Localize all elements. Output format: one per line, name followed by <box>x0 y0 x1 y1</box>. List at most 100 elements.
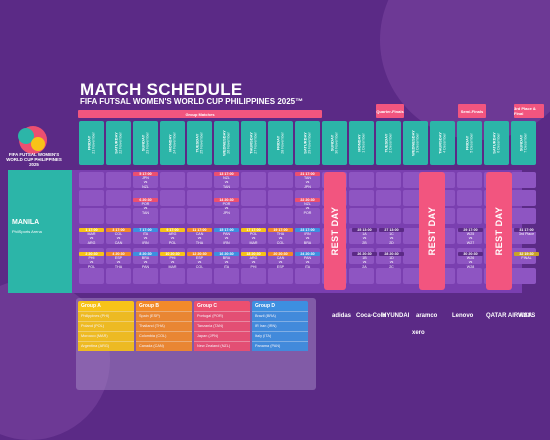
team-b: ARG <box>87 240 96 245</box>
match-24: 24 20:30 PAN vs ITA <box>295 252 320 269</box>
match-number-time: 14 20:30 <box>214 198 239 203</box>
vs-label: vs <box>362 260 367 265</box>
match-number-time: 27 13:00 <box>379 228 404 233</box>
team-a: 3rd Place <box>518 232 535 237</box>
match-number-time: 11 17:00 <box>187 228 212 233</box>
grid-cell <box>511 208 536 224</box>
vs-label: vs <box>224 206 229 211</box>
day-column-11: MONDAY 1 December <box>349 121 374 165</box>
grid-cell <box>457 190 482 206</box>
match-1: 1 17:00 MAR vs ARG <box>79 228 104 245</box>
group-team: Portugal (POR) <box>194 311 250 321</box>
vs-label: vs <box>197 236 202 241</box>
day-name: THURSDAY <box>248 132 254 154</box>
day-name: SATURDAY <box>113 132 119 154</box>
day-column-9: SATURDAY 29 November <box>295 121 320 165</box>
team-b: THA <box>195 240 204 245</box>
sponsor-logo: adidas <box>332 313 352 319</box>
match-18: 18 20:30 ARG vs PHI <box>241 252 266 269</box>
match-number-time: 18 20:30 <box>241 252 266 257</box>
team-b: JPN <box>223 210 230 215</box>
match-number-time: 17 17:00 <box>241 228 266 233</box>
team-a: ARG <box>168 232 177 237</box>
group-team: Argentina (ARG) <box>78 341 134 351</box>
team-a: POL <box>249 232 258 237</box>
grid-cell <box>187 268 212 284</box>
team-a: MAR <box>87 232 96 237</box>
day-column-6: WEDNESDAY 26 November <box>214 121 239 165</box>
grid-cell <box>268 172 293 188</box>
match-26: 26 20:30 1B vs 2A <box>352 252 377 269</box>
day-column-3: SUNDAY 23 November <box>133 121 158 165</box>
day-date: 25 November <box>199 132 204 154</box>
team-b: TAN <box>223 184 230 189</box>
group-team: Morocco (MAR) <box>78 331 134 341</box>
group-heading: Group D <box>252 301 308 311</box>
team-b: COL <box>276 240 285 245</box>
grid-cell <box>106 208 131 224</box>
team-a: CAN <box>276 256 285 261</box>
group-team: Canada (CAN) <box>136 341 192 351</box>
sponsor-logo: QATAR AIRWAYS <box>486 313 536 319</box>
match-number-time: 28 20:30 <box>379 252 404 257</box>
grid-cell <box>376 190 401 206</box>
group-team: Brazil (BRA) <box>252 311 308 321</box>
page-subtitle: FIFA FUTSAL WOMEN'S WORLD CUP PHILIPPINE… <box>80 97 304 106</box>
day-date: 7 December <box>523 133 528 153</box>
match-19: 19 17:00 THA vs COL <box>268 228 293 245</box>
day-date: 22 November <box>118 132 123 154</box>
match-number-time: 21 17:00 <box>295 172 320 177</box>
match-9: 9 17:00 ARG vs POL <box>160 228 185 245</box>
day-column-14: THURSDAY 4 December <box>430 121 455 165</box>
team-b: 2A <box>362 264 367 269</box>
day-date: 27 November <box>253 132 258 154</box>
grid-cell <box>214 268 239 284</box>
group-team: Thailand (THA) <box>136 321 192 331</box>
vs-label: vs <box>224 180 229 185</box>
match-number-time: 19 17:00 <box>268 228 293 233</box>
tournament-logo-icon <box>18 126 47 154</box>
team-b: W27 <box>466 240 475 245</box>
grid-cell <box>160 190 185 206</box>
vs-label: vs <box>143 180 148 185</box>
match-number-time: 3 17:00 <box>106 228 131 233</box>
match-15: 15 17:00 PAN vs IRN <box>214 228 239 245</box>
team-b: 2C <box>389 264 394 269</box>
team-b: JPN <box>304 184 311 189</box>
day-column-4: MONDAY 24 November <box>160 121 185 165</box>
grid-cell <box>106 268 131 284</box>
match-12: 12 20:30 ESP vs COL <box>187 252 212 269</box>
match-number-time: 32 19:30 <box>514 252 539 257</box>
match-28: 28 20:30 1D vs 2C <box>379 252 404 269</box>
day-date: 26 November <box>226 132 231 154</box>
group-team: Poland (POL) <box>78 321 134 331</box>
day-name: TUESDAY <box>194 133 200 153</box>
logo-text: FIFA FUTSAL WOMEN'S WORLD CUP PHILIPPINE… <box>6 152 62 167</box>
team-a: PHI <box>88 256 95 261</box>
match-number-time: 15 17:00 <box>214 228 239 233</box>
grid-cell <box>187 190 212 206</box>
group-d-box: Group D Brazil (BRA) IR Iran (IRN) Italy (I… <box>252 301 308 386</box>
stage-final: 3rd Place & Final <box>514 104 544 118</box>
venue-block <box>8 170 72 293</box>
stage-quarter-finals: Quarter-Finals <box>376 104 404 118</box>
match-number-time: 16 20:30 <box>214 252 239 257</box>
vs-label: vs <box>305 260 310 265</box>
grid-cell <box>106 190 131 206</box>
day-column-8: FRIDAY 28 November <box>268 121 293 165</box>
team-a: 1A <box>362 232 367 237</box>
grid-cell <box>241 190 266 206</box>
day-name: TUESDAY <box>383 133 389 153</box>
match-25: 25 13:00 1A vs 2B <box>352 228 377 245</box>
team-b: THA <box>114 264 123 269</box>
group-a-box: Group A Philippines (PHI) Poland (POL) Moro… <box>78 301 134 386</box>
team-a: NZL <box>223 176 230 181</box>
grid-cell <box>268 268 293 284</box>
sponsor-logo: HYUNDAI <box>382 313 410 319</box>
team-b: ITA <box>223 264 230 269</box>
grid-cell <box>160 172 185 188</box>
team-b: POR <box>303 210 312 215</box>
vs-label: vs <box>389 260 394 265</box>
team-b: ESP <box>276 264 285 269</box>
vs-label: vs <box>362 236 367 241</box>
